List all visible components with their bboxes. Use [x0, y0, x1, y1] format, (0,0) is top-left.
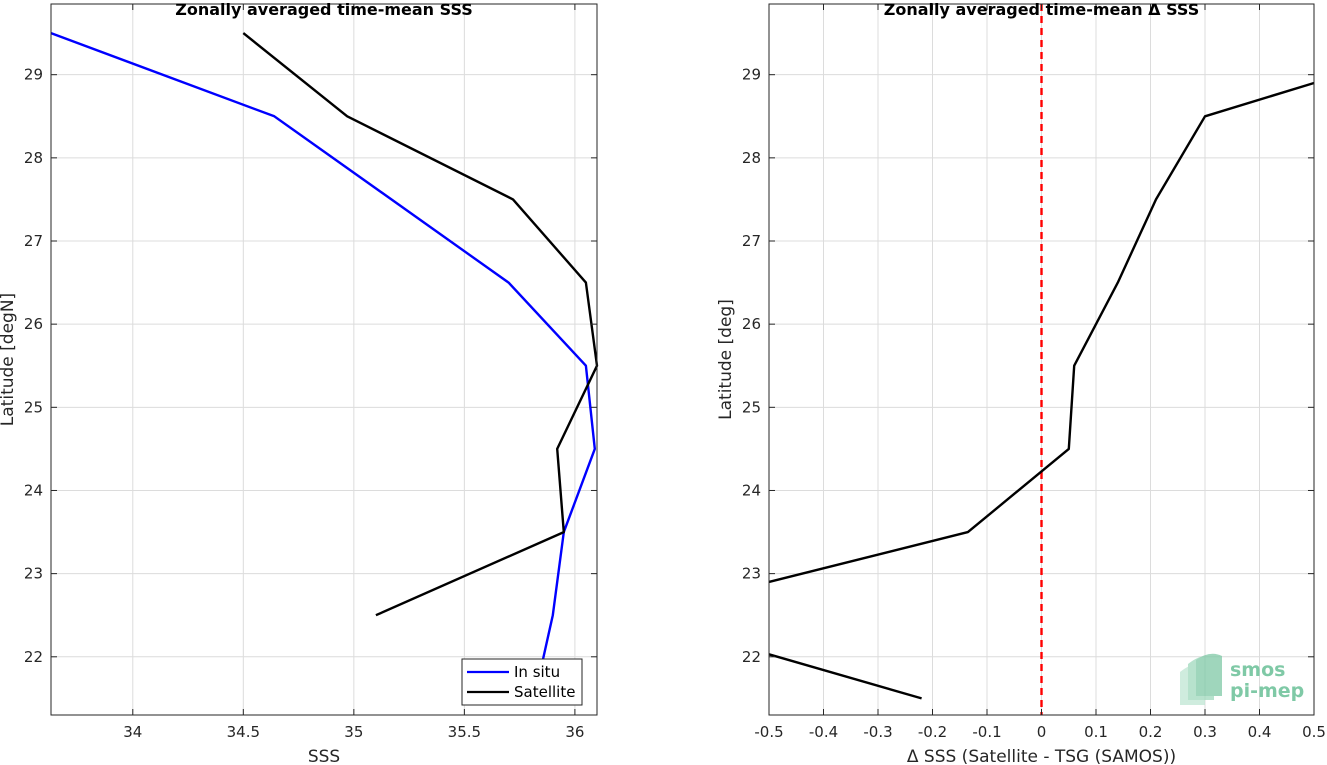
x-tick-label: 36	[565, 723, 584, 741]
y-tick-label: 22	[24, 648, 43, 666]
x-tick-label: -0.4	[809, 723, 838, 741]
right-ticks: -0.5 -0.4 -0.3 -0.2 -0.1 0 0.1 0.2 0.3 0.4 0.5 22 23…	[742, 4, 1326, 741]
x-tick-label: 35	[344, 723, 363, 741]
logo-line-2: pi-mep	[1230, 680, 1304, 702]
legend-label-in-situ: In situ	[514, 663, 560, 681]
left-grid	[51, 4, 597, 715]
left-axes-box	[50, 3, 598, 716]
x-tick-label: 34.5	[227, 723, 260, 741]
x-tick-label: 0.5	[1302, 723, 1326, 741]
x-tick-label: 0.1	[1084, 723, 1108, 741]
y-tick-label: 24	[24, 481, 43, 499]
y-tick-label: 29	[742, 66, 761, 84]
x-tick-label: 0	[1037, 723, 1047, 741]
left-chart-title: Zonally averaged time-mean SSS	[175, 0, 473, 19]
left-ticks: 34 34.5 35 35.5 36 22 23 24 25 26 27 28 29	[24, 4, 597, 741]
x-tick-label: -0.2	[918, 723, 947, 741]
y-tick-label: 26	[742, 315, 761, 333]
left-x-axis-label: SSS	[308, 747, 340, 765]
y-tick-label: 27	[742, 232, 761, 250]
x-tick-label: -0.3	[863, 723, 892, 741]
x-tick-label: -0.1	[972, 723, 1001, 741]
series-line-1	[768, 653, 922, 700]
right-panel-delta-sss: -0.5 -0.4 -0.3 -0.2 -0.1 0 0.1 0.2 0.3 0.4 0.5 22 23…	[716, 0, 1326, 765]
legend-box	[461, 658, 583, 706]
y-tick-label: 22	[742, 648, 761, 666]
x-tick-label: 34	[123, 723, 142, 741]
y-tick-label: 29	[24, 66, 43, 84]
y-tick-label: 26	[24, 315, 43, 333]
logo-line-1: smos	[1230, 659, 1285, 681]
logo-wave-graphic	[1180, 653, 1222, 705]
y-tick-label: 28	[742, 149, 761, 167]
smos-pi-mep-logo: smos pi-mep	[1180, 653, 1304, 705]
left-y-axis-label: Latitude [degN]	[0, 293, 18, 426]
series-line-0	[50, 31, 596, 666]
left-panel-sss: 34 34.5 35 35.5 36 22 23 24 25 26 27 28 29 Zonally a…	[0, 0, 599, 765]
x-tick-label: 0.3	[1193, 723, 1217, 741]
legend: In situ Satellite	[461, 658, 583, 706]
x-tick-label: 0.4	[1248, 723, 1272, 741]
y-tick-label: 24	[742, 481, 761, 499]
x-tick-label: 35.5	[448, 723, 481, 741]
x-tick-label: -0.5	[754, 723, 783, 741]
legend-label-satellite: Satellite	[514, 683, 575, 701]
y-tick-label: 25	[24, 398, 43, 416]
left-plot-area	[51, 4, 597, 715]
y-tick-label: 27	[24, 232, 43, 250]
y-tick-label: 25	[742, 398, 761, 416]
right-x-axis-label: Δ SSS (Satellite - TSG (SAMOS))	[907, 747, 1176, 765]
y-tick-label: 23	[24, 565, 43, 583]
right-series	[768, 4, 1315, 715]
y-tick-label: 28	[24, 149, 43, 167]
series-line-0	[768, 81, 1315, 584]
right-y-axis-label: Latitude [deg]	[716, 299, 736, 420]
y-tick-label: 23	[742, 565, 761, 583]
x-tick-label: 0.2	[1139, 723, 1163, 741]
right-chart-title: Zonally averaged time-mean Δ SSS	[884, 0, 1200, 19]
